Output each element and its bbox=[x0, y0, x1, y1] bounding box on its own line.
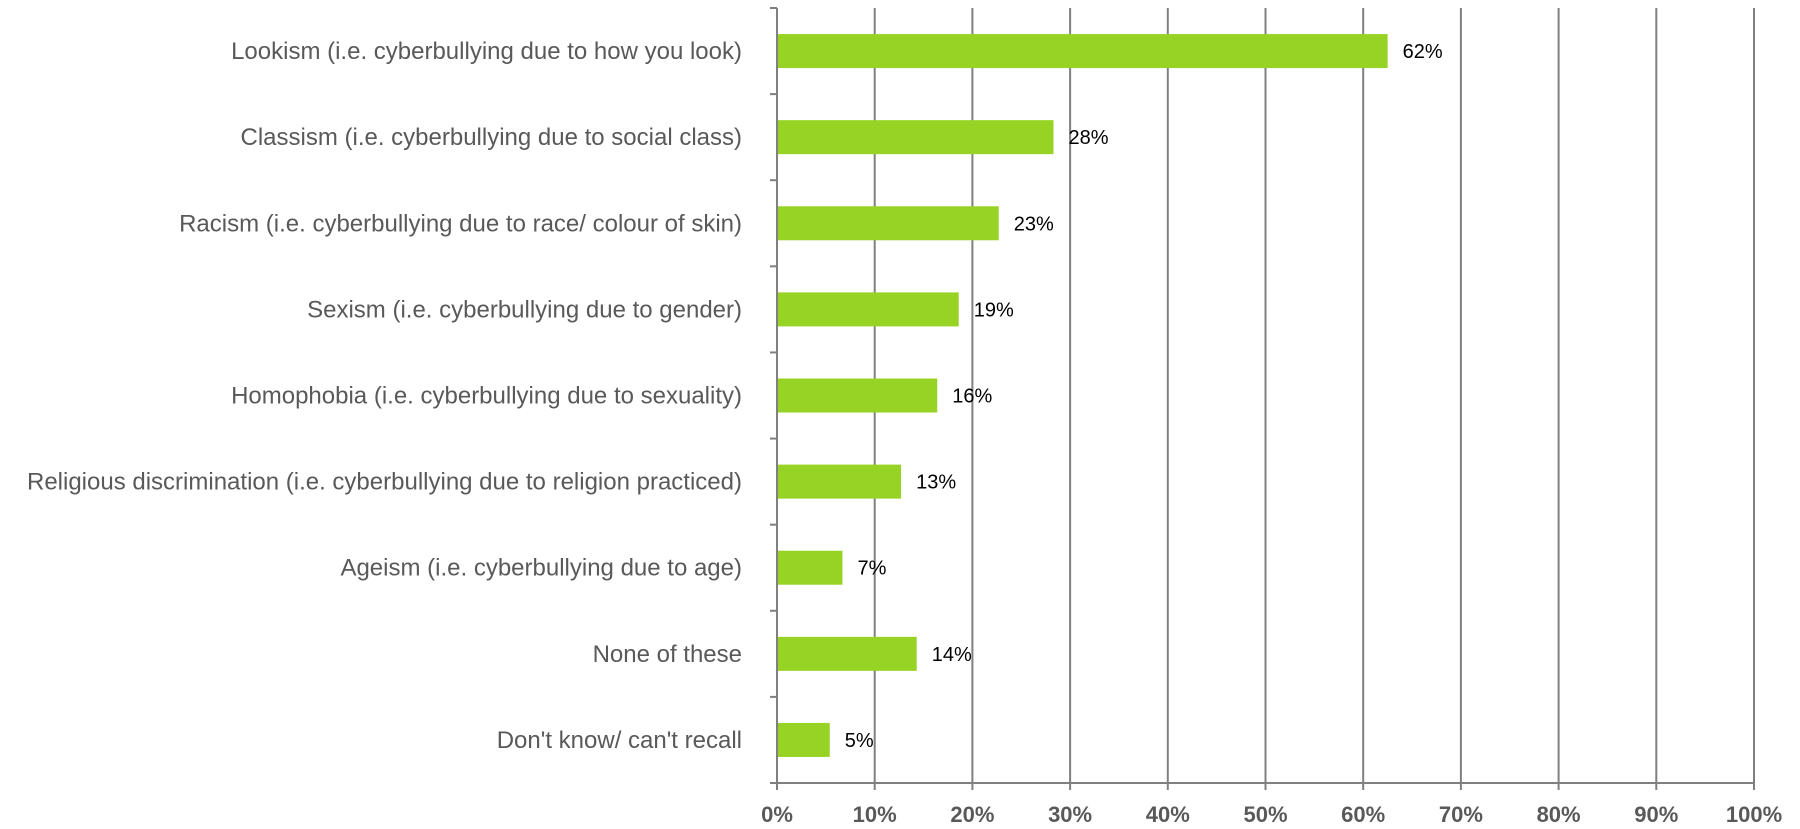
data-label: 7% bbox=[857, 558, 886, 580]
bar bbox=[777, 292, 959, 327]
data-label: 14% bbox=[932, 644, 972, 666]
x-tick-label: 40% bbox=[1146, 802, 1190, 827]
x-tick-label: 20% bbox=[950, 802, 994, 827]
x-tick-label: 90% bbox=[1634, 802, 1678, 827]
axes bbox=[770, 7, 1755, 790]
data-label: 23% bbox=[1014, 213, 1054, 235]
bar bbox=[777, 464, 902, 499]
data-label: 19% bbox=[974, 299, 1014, 321]
data-label: 28% bbox=[1068, 127, 1108, 149]
data-label: 62% bbox=[1403, 41, 1443, 63]
data-label: 13% bbox=[916, 472, 956, 494]
bar bbox=[777, 636, 917, 671]
category-label: Sexism (i.e. cyberbullying due to gender… bbox=[307, 296, 742, 323]
category-label: Classism (i.e. cyberbullying due to soci… bbox=[240, 124, 742, 151]
bar bbox=[777, 550, 843, 585]
x-tick-label: 80% bbox=[1537, 802, 1581, 827]
data-label: 16% bbox=[952, 386, 992, 408]
category-label: Homophobia (i.e. cyberbullying due to se… bbox=[231, 383, 742, 410]
x-tick-labels: 0% 10% 20% 30% 40% 50% 60% 70% 80% 90% 100% bbox=[761, 802, 1782, 827]
x-tick-label: 0% bbox=[761, 802, 793, 827]
x-tick-label: 100% bbox=[1726, 802, 1782, 827]
bar bbox=[777, 34, 1388, 69]
x-tick-label: 50% bbox=[1243, 802, 1287, 827]
x-tick-label: 10% bbox=[853, 802, 897, 827]
category-labels: Lookism (i.e. cyberbullying due to how y… bbox=[27, 38, 742, 754]
x-tick-label: 70% bbox=[1439, 802, 1483, 827]
data-label: 5% bbox=[845, 730, 874, 752]
category-label: Religious discrimination (i.e. cyberbull… bbox=[27, 469, 742, 496]
data-labels: 62% 28% 23% 19% 16% 13% 7% 14% 5% bbox=[845, 41, 1443, 752]
bar bbox=[777, 722, 830, 757]
x-tick-label: 60% bbox=[1341, 802, 1385, 827]
bar bbox=[777, 378, 938, 413]
bar bbox=[777, 206, 999, 241]
category-label: Ageism (i.e. cyberbullying due to age) bbox=[340, 555, 742, 582]
category-label: Racism (i.e. cyberbullying due to race/ … bbox=[179, 210, 742, 237]
category-label: Don't know/ can't recall bbox=[497, 727, 742, 754]
category-label: None of these bbox=[593, 641, 742, 668]
bar bbox=[777, 120, 1054, 155]
bars bbox=[777, 34, 1388, 757]
x-tick-label: 30% bbox=[1048, 802, 1092, 827]
category-label: Lookism (i.e. cyberbullying due to how y… bbox=[231, 38, 742, 65]
